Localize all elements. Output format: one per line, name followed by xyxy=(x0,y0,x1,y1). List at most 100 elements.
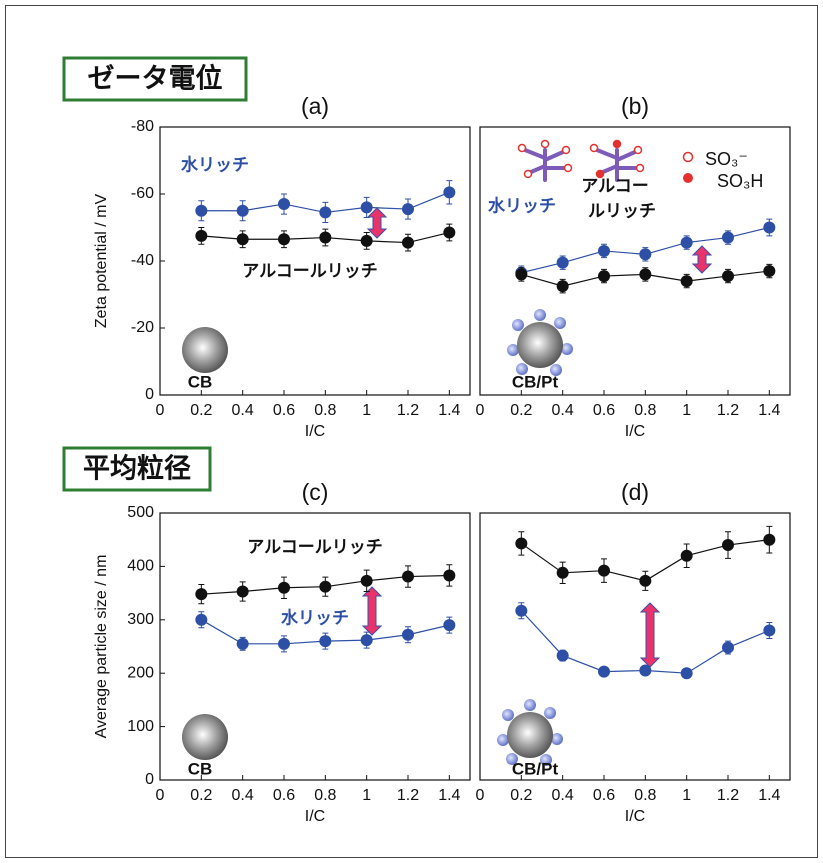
pt-particle xyxy=(512,319,524,331)
sulfonate xyxy=(542,141,549,148)
x-tick-label: 1 xyxy=(362,402,371,419)
x-tick-label: 0.8 xyxy=(314,787,336,804)
data-point xyxy=(402,629,414,641)
figure: ゼータ電位 平均粒径 (a)I/CZeta potential / mV00.2… xyxy=(0,0,823,863)
data-point xyxy=(515,268,527,280)
pt-particle xyxy=(544,707,556,719)
y-axis-label: Zeta potential / mV xyxy=(93,194,110,329)
data-point xyxy=(639,665,651,677)
data-point xyxy=(598,270,610,282)
pt-particle xyxy=(524,699,536,711)
data-point xyxy=(402,237,414,249)
data-point xyxy=(361,575,373,587)
data-point xyxy=(598,565,610,577)
pt-particle xyxy=(502,709,514,721)
y-tick-label: 300 xyxy=(127,611,154,628)
chart-title: (d) xyxy=(621,479,649,505)
data-point xyxy=(402,203,414,215)
x-tick-label: 0.6 xyxy=(273,402,295,419)
data-point xyxy=(598,245,610,257)
x-tick-label: 1.2 xyxy=(397,402,419,419)
x-axis-label: I/C xyxy=(305,423,325,440)
y-tick-label: 0 xyxy=(145,771,154,788)
data-point xyxy=(763,265,775,277)
sulfonate xyxy=(565,165,572,172)
data-point xyxy=(278,582,290,594)
data-point xyxy=(557,567,569,579)
data-point xyxy=(195,205,207,217)
data-point xyxy=(722,270,734,282)
data-point xyxy=(557,257,569,269)
data-point xyxy=(195,230,207,242)
data-point xyxy=(195,588,207,600)
y-tick-label: 200 xyxy=(127,664,154,681)
carbon-particle xyxy=(507,712,553,758)
sulfonate xyxy=(635,147,642,154)
annotation: アルコールリッチ xyxy=(242,261,378,280)
sulfonate xyxy=(637,165,644,172)
data-point xyxy=(361,634,373,646)
sulfonate xyxy=(563,147,570,154)
data-point xyxy=(681,275,693,287)
x-tick-label: 0 xyxy=(156,787,165,804)
annotation: アルコー xyxy=(581,176,649,195)
data-point xyxy=(722,539,734,551)
annotation: CB/Pt xyxy=(512,372,559,391)
double-arrow xyxy=(641,603,659,667)
data-point xyxy=(361,201,373,213)
x-tick-label: 1.4 xyxy=(438,787,460,804)
x-tick-label: 0.4 xyxy=(552,402,574,419)
y-tick-label: -40 xyxy=(131,252,154,269)
annotation: 水リッチ xyxy=(488,195,556,215)
x-tick-label: 0.2 xyxy=(510,787,532,804)
y-axis-label: Average particle size / nm xyxy=(93,555,110,739)
annotation: アルコールリッチ xyxy=(247,537,383,556)
data-point xyxy=(722,642,734,654)
sulfonate xyxy=(591,145,598,152)
sulfonate xyxy=(519,145,526,152)
y-tick-label: 0 xyxy=(145,386,154,403)
x-tick-label: 1 xyxy=(362,787,371,804)
x-tick-label: 0.8 xyxy=(634,402,656,419)
x-tick-label: 1.2 xyxy=(717,402,739,419)
data-point xyxy=(763,534,775,546)
carbon-particle xyxy=(517,322,563,368)
x-axis-label: I/C xyxy=(625,808,645,825)
data-point xyxy=(237,638,249,650)
data-point xyxy=(443,227,455,239)
x-tick-label: 0.4 xyxy=(232,402,254,419)
data-point xyxy=(319,635,331,647)
x-tick-label: 1.4 xyxy=(438,402,460,419)
x-axis-label: I/C xyxy=(625,423,645,440)
annotation: 水リッチ xyxy=(281,607,349,627)
x-tick-label: 0.6 xyxy=(593,402,615,419)
legend-open xyxy=(684,153,693,162)
x-tick-label: 0 xyxy=(476,402,485,419)
data-point xyxy=(639,575,651,587)
data-point xyxy=(598,666,610,678)
data-point xyxy=(278,233,290,245)
x-tick-label: 0.4 xyxy=(232,787,254,804)
chart-title: (a) xyxy=(301,93,329,119)
chart-title: (c) xyxy=(302,479,329,505)
data-point xyxy=(278,638,290,650)
chart-title: (b) xyxy=(621,93,649,119)
data-point xyxy=(361,235,373,247)
annotation: SO₃⁻ xyxy=(705,149,748,169)
y-tick-label: 400 xyxy=(127,558,154,575)
data-point xyxy=(557,280,569,292)
x-tick-label: 0.6 xyxy=(273,787,295,804)
series-line xyxy=(521,611,769,673)
carbon-particle xyxy=(182,714,228,760)
x-tick-label: 0.4 xyxy=(552,787,574,804)
x-tick-label: 0.2 xyxy=(190,787,212,804)
x-tick-label: 0.6 xyxy=(593,787,615,804)
y-tick-label: -80 xyxy=(131,118,154,135)
data-point xyxy=(763,222,775,234)
data-point xyxy=(195,614,207,626)
data-point xyxy=(319,232,331,244)
x-tick-label: 1 xyxy=(682,787,691,804)
data-point xyxy=(319,581,331,593)
data-point xyxy=(443,186,455,198)
sulfonate xyxy=(614,141,621,148)
